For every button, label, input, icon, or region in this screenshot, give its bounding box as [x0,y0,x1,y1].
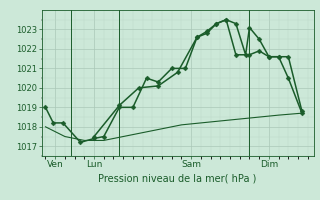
X-axis label: Pression niveau de la mer( hPa ): Pression niveau de la mer( hPa ) [99,173,257,183]
